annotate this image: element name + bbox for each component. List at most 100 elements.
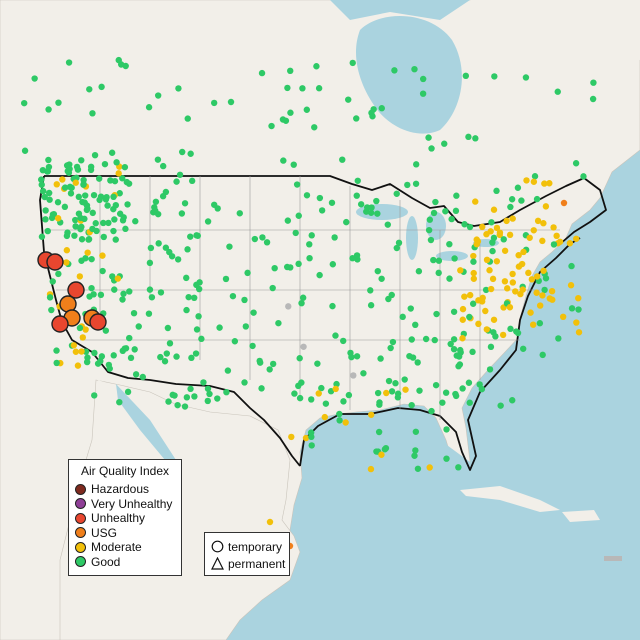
station-marker[interactable]	[470, 275, 478, 282]
station-marker[interactable]	[478, 385, 486, 393]
station-marker[interactable]	[78, 236, 86, 243]
station-marker[interactable]	[507, 203, 514, 211]
station-marker[interactable]	[269, 360, 277, 368]
station-marker[interactable]	[174, 256, 182, 263]
station-marker[interactable]	[31, 75, 38, 82]
station-marker[interactable]	[388, 388, 396, 395]
station-marker[interactable]	[147, 244, 155, 252]
station-marker[interactable]	[150, 209, 157, 216]
station-marker[interactable]	[527, 309, 534, 316]
station-marker[interactable]	[122, 225, 129, 233]
station-marker[interactable]	[295, 260, 302, 268]
station-marker[interactable]	[183, 274, 190, 282]
station-marker[interactable]	[206, 390, 213, 398]
station-marker[interactable]	[354, 177, 361, 184]
station-marker[interactable]	[72, 348, 80, 355]
station-marker[interactable]	[374, 389, 382, 397]
station-marker[interactable]	[174, 401, 181, 409]
station-marker[interactable]	[91, 392, 98, 399]
station-marker[interactable]	[493, 187, 500, 195]
station-marker[interactable]	[490, 234, 498, 242]
station-marker[interactable]	[293, 181, 301, 188]
station-marker[interactable]	[67, 281, 85, 299]
station-marker[interactable]	[204, 385, 212, 392]
station-marker[interactable]	[402, 386, 409, 393]
station-marker[interactable]	[188, 177, 196, 185]
station-marker[interactable]	[251, 235, 259, 243]
station-marker[interactable]	[145, 104, 153, 111]
station-marker[interactable]	[419, 75, 427, 83]
station-marker[interactable]	[435, 257, 443, 264]
station-marker[interactable]	[127, 354, 135, 362]
station-marker[interactable]	[411, 65, 418, 73]
station-marker[interactable]	[482, 307, 489, 315]
station-marker[interactable]	[450, 308, 458, 315]
station-marker[interactable]	[103, 193, 110, 201]
station-marker[interactable]	[503, 217, 510, 225]
station-marker[interactable]	[363, 208, 370, 215]
station-marker[interactable]	[313, 63, 320, 70]
station-marker[interactable]	[509, 397, 516, 404]
station-marker[interactable]	[530, 178, 538, 185]
station-marker[interactable]	[90, 191, 98, 199]
station-marker[interactable]	[534, 217, 542, 225]
station-marker[interactable]	[84, 354, 91, 361]
station-marker[interactable]	[173, 178, 180, 185]
station-marker[interactable]	[384, 221, 391, 228]
station-marker[interactable]	[353, 115, 360, 122]
station-marker[interactable]	[185, 293, 192, 301]
station-marker[interactable]	[73, 163, 81, 171]
station-marker[interactable]	[111, 286, 118, 293]
station-marker[interactable]	[443, 455, 450, 462]
station-marker[interactable]	[549, 296, 556, 303]
station-marker[interactable]	[374, 210, 381, 217]
station-marker[interactable]	[387, 344, 394, 352]
station-marker[interactable]	[184, 246, 191, 253]
station-marker[interactable]	[159, 162, 167, 170]
station-marker[interactable]	[487, 343, 495, 351]
station-marker[interactable]	[430, 209, 438, 217]
station-marker[interactable]	[101, 160, 109, 168]
station-marker[interactable]	[376, 399, 383, 406]
station-marker[interactable]	[157, 353, 164, 361]
station-marker[interactable]	[399, 313, 406, 321]
station-marker[interactable]	[515, 263, 523, 270]
station-marker[interactable]	[357, 201, 365, 208]
station-marker[interactable]	[63, 259, 70, 266]
station-marker[interactable]	[116, 398, 123, 406]
station-marker[interactable]	[79, 198, 86, 206]
station-marker[interactable]	[222, 275, 230, 283]
station-marker[interactable]	[533, 289, 540, 296]
station-marker[interactable]	[66, 165, 73, 173]
station-marker[interactable]	[554, 88, 561, 95]
station-marker[interactable]	[102, 327, 110, 334]
station-marker[interactable]	[183, 306, 190, 314]
station-marker[interactable]	[442, 389, 450, 396]
station-marker[interactable]	[171, 392, 178, 399]
station-marker[interactable]	[391, 67, 398, 74]
station-marker[interactable]	[447, 340, 454, 348]
station-marker[interactable]	[204, 397, 211, 405]
station-marker[interactable]	[84, 249, 91, 256]
station-marker[interactable]	[506, 231, 514, 239]
station-marker[interactable]	[162, 244, 170, 251]
station-marker[interactable]	[99, 267, 106, 275]
station-marker[interactable]	[332, 332, 339, 339]
station-marker[interactable]	[110, 227, 117, 235]
station-marker[interactable]	[427, 236, 435, 244]
station-marker[interactable]	[181, 403, 189, 410]
station-marker[interactable]	[164, 324, 172, 332]
station-marker[interactable]	[393, 190, 400, 197]
station-marker[interactable]	[97, 193, 105, 200]
station-marker[interactable]	[78, 348, 85, 355]
station-marker[interactable]	[428, 145, 435, 152]
station-marker[interactable]	[515, 252, 522, 259]
station-marker[interactable]	[110, 193, 117, 201]
station-marker[interactable]	[211, 201, 218, 208]
station-marker[interactable]	[318, 384, 325, 392]
station-marker[interactable]	[306, 241, 313, 248]
station-marker[interactable]	[165, 398, 172, 405]
station-marker[interactable]	[116, 190, 123, 197]
station-marker[interactable]	[63, 247, 71, 254]
station-marker[interactable]	[519, 345, 527, 352]
